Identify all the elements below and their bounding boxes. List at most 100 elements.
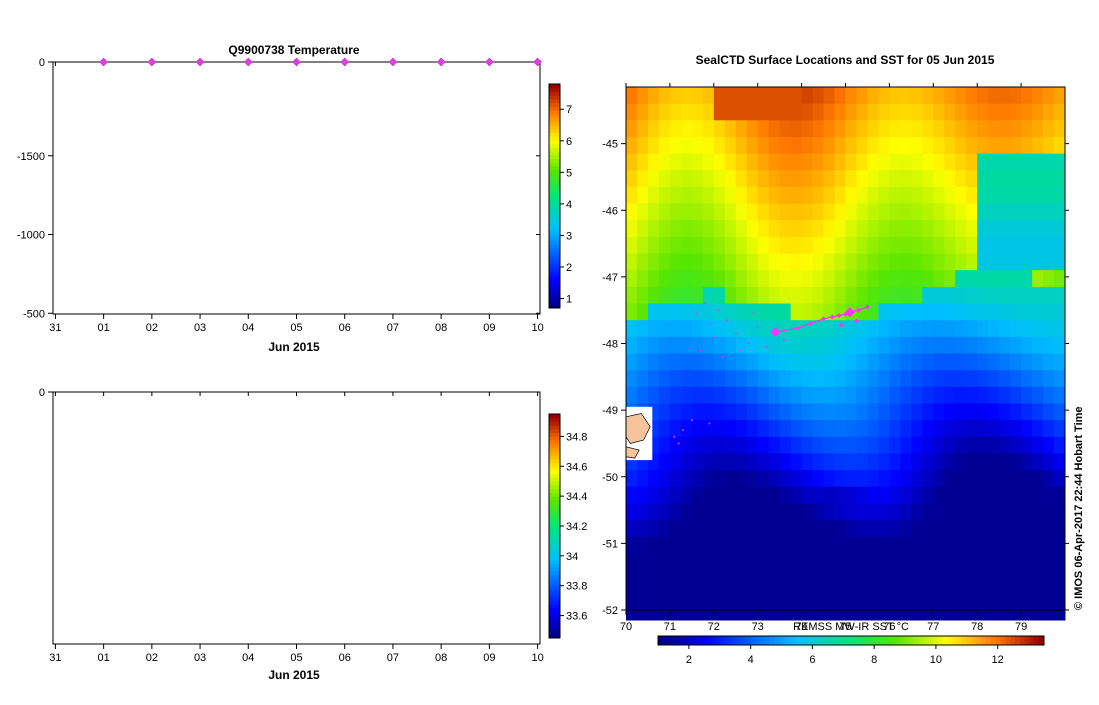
sst-colorbar-tick: 8 [871, 654, 877, 666]
colorbar-tick-label: 4 [566, 199, 572, 211]
track-point [690, 419, 693, 422]
y-tick-label: -500 [23, 308, 45, 320]
x-tick-label: 02 [146, 652, 158, 664]
track-point [747, 342, 750, 345]
colorbar-tick-label: 5 [566, 167, 572, 179]
x-tick-label: 07 [387, 652, 399, 664]
x-tick-label: 10 [531, 322, 543, 334]
lat-tick-label: -50 [602, 472, 618, 484]
track-point [765, 345, 768, 348]
track-point [752, 312, 755, 315]
x-tick-label: 09 [483, 322, 495, 334]
temperature-xlabel: Jun 2015 [268, 340, 320, 354]
x-tick-label: 03 [194, 322, 206, 334]
colorbar-tick-label: 34 [566, 551, 578, 563]
x-tick-label: 31 [49, 322, 61, 334]
lat-tick-label: -45 [602, 139, 618, 151]
map-colorbar-label: REMSS MW-IR SST °C [793, 621, 909, 633]
sst-colorbar: 2 4 6 8 10 12 [657, 635, 1045, 666]
profile-marker [485, 57, 494, 67]
seal-location [821, 316, 827, 322]
lat-tick-label: -52 [602, 605, 618, 617]
x-tick-label: 08 [435, 322, 447, 334]
x-tick-label: 01 [98, 322, 110, 334]
salinity-xlabel: Jun 2015 [268, 668, 320, 682]
sst-colorbar-tick: 12 [992, 654, 1004, 666]
x-tick-label: 05 [290, 652, 302, 664]
lat-tick-label: -46 [602, 205, 618, 217]
x-tick-label: 04 [242, 652, 254, 664]
track-point [783, 339, 785, 342]
y-tick-label: -1500 [17, 151, 45, 163]
lon-tick-label: 70 [620, 621, 632, 633]
lon-tick-label: 78 [971, 621, 983, 633]
colorbar-tick-label: 33.6 [566, 611, 587, 623]
x-tick-label: 04 [242, 322, 254, 334]
sst-map: SealCTD Surface Locations and SST for 05… [602, 53, 1085, 666]
x-tick-label: 02 [146, 322, 158, 334]
y-tick-label: 0 [39, 57, 45, 69]
profile-marker [436, 57, 446, 67]
x-tick-label: 10 [531, 652, 543, 664]
profile-marker [147, 57, 157, 67]
track-point [677, 442, 680, 445]
salinity-plot-frame [53, 392, 540, 644]
seal-location [856, 307, 862, 313]
kerguelen-island [625, 406, 653, 461]
x-tick-label: 06 [339, 652, 351, 664]
x-tick-label: 05 [290, 322, 302, 334]
track-point [712, 335, 715, 338]
copyright-text: © IMOS 06-Apr-2017 22:44 Hobart Time [1073, 406, 1085, 610]
x-tick-label: 07 [387, 322, 399, 334]
y-tick-label: -1000 [17, 230, 45, 242]
track-point [708, 322, 711, 325]
y-tick-label: 0 [39, 387, 45, 399]
seal-location [844, 307, 855, 318]
sst-colorbar-tick: 2 [686, 654, 692, 666]
track-point [739, 349, 742, 352]
temperature-title: Q9900738 Temperature [228, 43, 360, 57]
seal-location [807, 321, 813, 327]
colorbar-tick-label: 33.8 [566, 581, 587, 593]
lat-tick-label: -47 [602, 272, 618, 284]
profile-marker [340, 57, 350, 67]
lat-tick-label: -51 [602, 538, 618, 550]
seal-location [829, 314, 835, 320]
sst-colorbar-tick: 6 [809, 654, 815, 666]
profile-marker [388, 57, 398, 67]
lon-tick-label: 71 [664, 621, 676, 633]
lon-tick-label: 73 [752, 621, 764, 633]
x-tick-label: 01 [98, 652, 110, 664]
lon-tick-label: 76 [883, 621, 895, 633]
colorbar-tick-label: 34.4 [566, 491, 587, 503]
colorbar-tick-label: 34.6 [566, 461, 587, 473]
x-tick-label: 03 [194, 652, 206, 664]
lon-tick-label: 74 [795, 621, 807, 633]
map-title: SealCTD Surface Locations and SST for 05… [696, 53, 995, 67]
seal-location [853, 318, 859, 324]
lat-tick-label: -49 [602, 405, 618, 417]
profile-marker [292, 57, 301, 67]
colorbar-tick-label: 3 [566, 230, 572, 242]
profile-marker [533, 57, 542, 67]
x-tick-label: 09 [483, 652, 495, 664]
seal-track [673, 302, 870, 445]
track-point [673, 435, 676, 438]
track-point [756, 325, 759, 328]
track-point [682, 429, 685, 432]
lon-tick-label: 72 [708, 621, 720, 633]
track-point [721, 355, 724, 358]
profile-marker [99, 57, 108, 67]
lon-tick-label: 77 [927, 621, 939, 633]
seal-location [794, 325, 800, 331]
colorbar-tick-label: 34.8 [566, 431, 587, 443]
track-point [695, 312, 698, 315]
colorbar-tick-label: 2 [566, 262, 572, 274]
colorbar-tick-label: 1 [566, 294, 572, 306]
colorbar-tick-label: 34.2 [566, 521, 587, 533]
lat-tick-label: -48 [602, 339, 618, 351]
profile-marker [243, 57, 253, 67]
track-point [704, 302, 706, 305]
